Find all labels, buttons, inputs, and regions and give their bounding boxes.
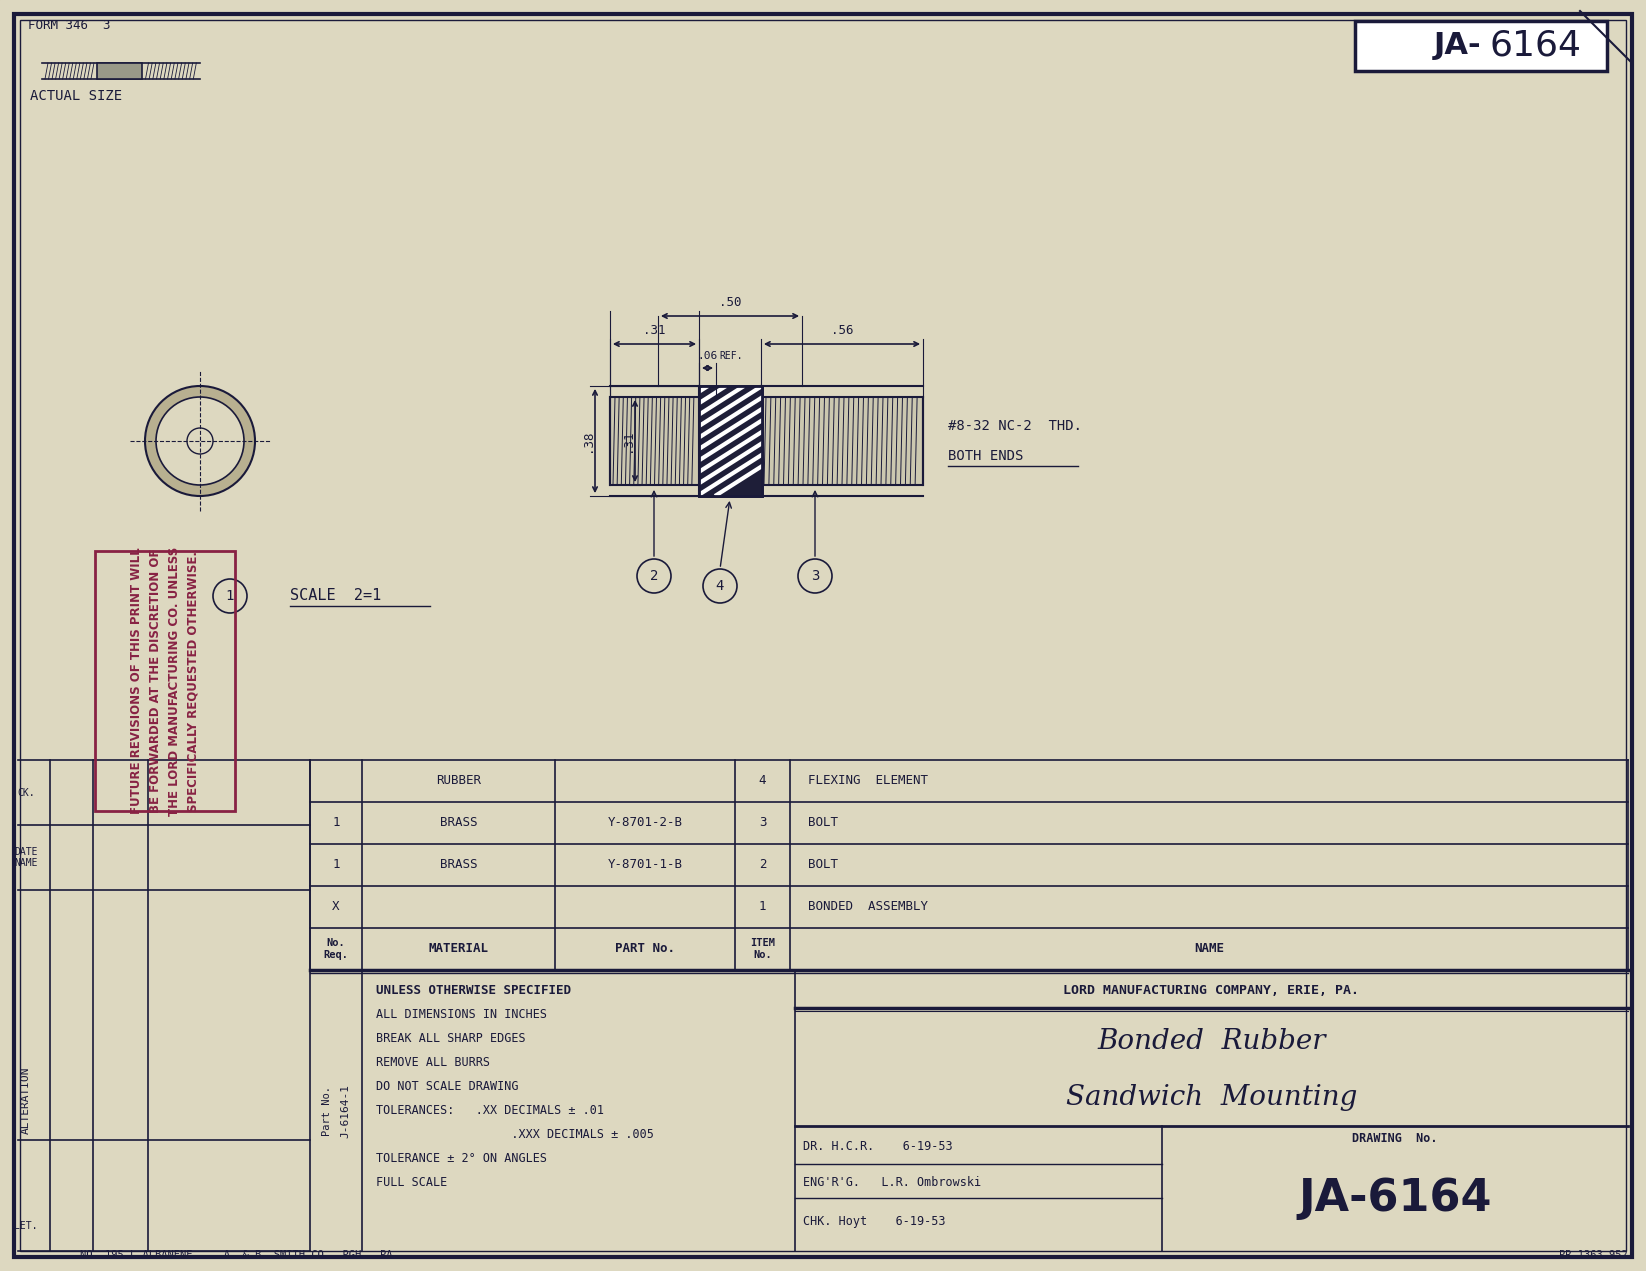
Bar [700, 386, 762, 496]
Text: JA-6164: JA-6164 [1299, 1177, 1491, 1220]
Text: DO NOT SCALE DRAWING: DO NOT SCALE DRAWING [375, 1080, 518, 1093]
Text: ALTERATION: ALTERATION [21, 1066, 31, 1134]
Text: ACTUAL SIZE: ACTUAL SIZE [30, 89, 122, 103]
Text: BREAK ALL SHARP EDGES: BREAK ALL SHARP EDGES [375, 1032, 525, 1045]
Text: REMOVE ALL BURRS: REMOVE ALL BURRS [375, 1056, 491, 1069]
Text: FLEXING  ELEMENT: FLEXING ELEMENT [808, 774, 928, 788]
Text: .31: .31 [622, 430, 634, 452]
Text: LET.: LET. [15, 1221, 38, 1232]
Text: 1: 1 [226, 588, 234, 602]
Text: .06: .06 [698, 351, 718, 361]
Text: Part No.: Part No. [323, 1085, 332, 1135]
Text: NO. 195-L ALBANENE     A. & B. SMITH CO., PGH., PA.: NO. 195-L ALBANENE A. & B. SMITH CO., PG… [81, 1249, 398, 1260]
Text: FORM 346  3: FORM 346 3 [28, 19, 110, 32]
Text: LORD MANUFACTURING COMPANY, ERIE, PA.: LORD MANUFACTURING COMPANY, ERIE, PA. [1063, 984, 1360, 996]
Text: RUBBER: RUBBER [436, 774, 481, 788]
Circle shape [637, 559, 672, 594]
Text: BONDED  ASSEMBLY: BONDED ASSEMBLY [808, 900, 928, 914]
Text: DRAWING  No.: DRAWING No. [1351, 1131, 1437, 1144]
Text: UNLESS OTHERWISE SPECIFIED: UNLESS OTHERWISE SPECIFIED [375, 984, 571, 996]
Text: No.
Req.: No. Req. [324, 938, 349, 960]
Text: CHK. Hoyt    6-19-53: CHK. Hoyt 6-19-53 [803, 1215, 945, 1228]
Text: .31: .31 [644, 324, 665, 337]
Bar [611, 397, 700, 486]
Text: PR 1363-952: PR 1363-952 [1559, 1249, 1628, 1260]
Circle shape [798, 559, 831, 594]
Text: MATERIAL: MATERIAL [428, 943, 489, 956]
Text: 1: 1 [332, 858, 339, 872]
Text: ALL DIMENSIONS IN INCHES: ALL DIMENSIONS IN INCHES [375, 1008, 546, 1021]
Text: 2: 2 [759, 858, 767, 872]
Text: FULL SCALE: FULL SCALE [375, 1176, 448, 1188]
Bar [760, 397, 923, 486]
Text: SCALE  2=1: SCALE 2=1 [290, 588, 382, 604]
Text: DR. H.C.R.    6-19-53: DR. H.C.R. 6-19-53 [803, 1140, 953, 1153]
Text: 2: 2 [650, 569, 658, 583]
Text: 1: 1 [332, 816, 339, 830]
Text: 3: 3 [811, 569, 820, 583]
Text: 4: 4 [759, 774, 767, 788]
Text: BOTH ENDS: BOTH ENDS [948, 449, 1024, 463]
Text: .38: .38 [581, 430, 594, 452]
Text: JA-: JA- [1434, 32, 1481, 61]
Text: 1: 1 [759, 900, 767, 914]
Text: .56: .56 [831, 324, 853, 337]
Circle shape [212, 580, 247, 613]
Bar [700, 386, 762, 496]
Text: NAME: NAME [1193, 943, 1225, 956]
Bar [1355, 22, 1606, 71]
Text: PART No.: PART No. [616, 943, 675, 956]
Text: X: X [332, 900, 339, 914]
Circle shape [703, 569, 737, 602]
Text: #8-32 NC-2  THD.: #8-32 NC-2 THD. [948, 419, 1081, 433]
Text: Sandwich  Mounting: Sandwich Mounting [1067, 1084, 1358, 1111]
Text: FUTURE REVISIONS OF THIS PRINT WILL
BE FORWARDED AT THE DISCRETION OF
THE LORD M: FUTURE REVISIONS OF THIS PRINT WILL BE F… [130, 547, 201, 816]
Text: REF.: REF. [719, 351, 742, 361]
Text: BOLT: BOLT [808, 816, 838, 830]
Text: 3: 3 [759, 816, 767, 830]
Text: .XXX DECIMALS ± .005: .XXX DECIMALS ± .005 [375, 1127, 653, 1141]
Text: ITEM
No.: ITEM No. [751, 938, 775, 960]
Text: TOLERANCES:   .XX DECIMALS ± .01: TOLERANCES: .XX DECIMALS ± .01 [375, 1104, 604, 1117]
Text: BRASS: BRASS [439, 816, 477, 830]
Text: BRASS: BRASS [439, 858, 477, 872]
Text: 4: 4 [716, 580, 724, 594]
Text: DATE
NAME: DATE NAME [15, 846, 38, 868]
Text: Y-8701-1-B: Y-8701-1-B [607, 858, 683, 872]
Text: Bonded  Rubber: Bonded Rubber [1098, 1028, 1325, 1055]
Text: 6164: 6164 [1490, 29, 1582, 64]
Text: .50: .50 [719, 296, 741, 309]
Text: ENG'R'G.   L.R. Ombrowski: ENG'R'G. L.R. Ombrowski [803, 1177, 981, 1190]
Text: TOLERANCE ± 2° ON ANGLES: TOLERANCE ± 2° ON ANGLES [375, 1152, 546, 1166]
Text: CK.: CK. [16, 788, 35, 797]
Bar [97, 64, 143, 79]
Circle shape [145, 386, 255, 496]
Text: Y-8701-2-B: Y-8701-2-B [607, 816, 683, 830]
Text: J-6164-1: J-6164-1 [341, 1083, 351, 1138]
Text: BOLT: BOLT [808, 858, 838, 872]
Circle shape [156, 397, 244, 486]
